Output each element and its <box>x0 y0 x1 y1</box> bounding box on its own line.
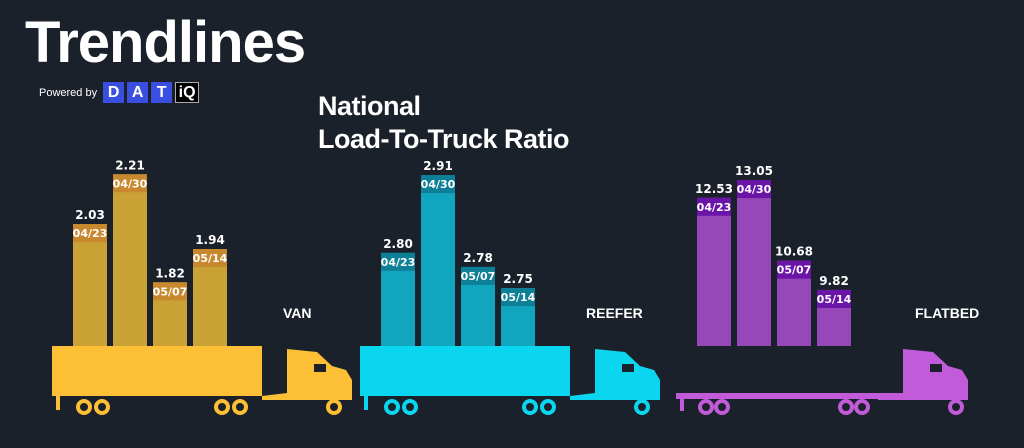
date-label: 04/23 <box>697 201 732 214</box>
bar-date-band <box>737 180 771 199</box>
chart-title-line: National <box>318 91 421 121</box>
wheel-hub <box>98 403 106 411</box>
logo-letter: A <box>127 82 149 103</box>
chart-title: National Load-To-Truck Ratio <box>318 90 570 156</box>
value-label: 1.82 <box>155 266 185 280</box>
cab-window <box>314 364 326 372</box>
value-label: 2.03 <box>75 208 105 222</box>
value-label: 2.91 <box>423 159 453 173</box>
bar-date-band <box>421 175 455 194</box>
bar-date-band <box>153 282 187 301</box>
truck-cab <box>570 349 660 400</box>
value-label: 2.78 <box>463 251 493 265</box>
bar <box>421 175 455 346</box>
date-label: 04/30 <box>737 183 772 196</box>
wheel-hub <box>718 403 726 411</box>
flatbed-deck <box>676 393 881 399</box>
value-label: 12.53 <box>695 182 733 196</box>
series-label: REEFER <box>586 305 643 321</box>
trailer <box>52 346 262 396</box>
date-label: 04/30 <box>421 178 456 191</box>
date-label: 05/14 <box>501 291 536 304</box>
date-label: 04/23 <box>381 256 416 269</box>
chart-title-line: Load-To-Truck Ratio <box>318 124 570 154</box>
trailer-leg <box>56 396 60 410</box>
logo-letter: iQ <box>175 82 200 103</box>
wheel-hub <box>638 403 646 411</box>
series-label: VAN <box>283 305 312 321</box>
bar <box>73 224 107 346</box>
bar-date-band <box>193 249 227 268</box>
truck-cab <box>262 349 352 400</box>
bar <box>737 180 771 346</box>
bar-date-band <box>697 197 731 216</box>
bar-date-band <box>73 224 107 243</box>
wheel-hub <box>842 403 850 411</box>
logo-letter: D <box>103 82 125 103</box>
wheel-hub <box>80 403 88 411</box>
date-label: 05/14 <box>817 293 852 306</box>
bar-date-band <box>381 252 415 271</box>
series-label: FLATBED <box>915 305 979 321</box>
series-group-van: 04/23 2.03 04/30 2.21 05/07 1.82 05/14 1.94 VAN <box>52 158 352 415</box>
truck-icon <box>52 346 352 415</box>
wheel-hub <box>218 403 226 411</box>
date-label: 05/07 <box>461 270 496 283</box>
truck-cab <box>878 349 968 400</box>
value-label: 10.68 <box>775 245 813 259</box>
trailer-leg <box>680 399 684 411</box>
bar-date-band <box>777 260 811 279</box>
cab-window <box>930 364 942 372</box>
wheel-hub <box>406 403 414 411</box>
value-label: 2.80 <box>383 237 413 251</box>
wheel-hub <box>526 403 534 411</box>
bar <box>113 174 147 346</box>
trailer <box>360 346 570 396</box>
value-label: 2.75 <box>503 272 533 286</box>
trailer-leg <box>364 396 368 410</box>
wheel-hub <box>952 403 960 411</box>
bar-date-band <box>501 288 535 307</box>
bar-date-band <box>113 174 147 193</box>
logo-letter: T <box>151 82 173 103</box>
wheel-hub <box>330 403 338 411</box>
bar-date-band <box>461 266 495 285</box>
powered-by-label: Powered by <box>39 86 98 99</box>
truck-icon <box>676 349 968 415</box>
wheel-hub <box>858 403 866 411</box>
value-label: 2.21 <box>115 158 145 172</box>
value-label: 9.82 <box>819 274 849 288</box>
date-label: 04/23 <box>73 227 108 240</box>
value-label: 1.94 <box>195 233 225 247</box>
series-group-reefer: 04/23 2.80 04/30 2.91 05/07 2.78 05/14 2.75 REEF… <box>360 159 660 415</box>
date-label: 05/14 <box>193 252 228 265</box>
series-group-flatbed: 04/23 12.53 04/30 13.05 05/07 10.68 05/14 9.82 F… <box>676 164 979 415</box>
cab-window <box>622 364 634 372</box>
date-label: 04/30 <box>113 177 148 190</box>
date-label: 05/07 <box>153 285 188 298</box>
truck-icon <box>360 346 660 415</box>
brand-title: Trendlines <box>25 10 306 75</box>
wheel-hub <box>236 403 244 411</box>
wheel-hub <box>388 403 396 411</box>
bar-date-band <box>817 289 851 308</box>
wheel-hub <box>544 403 552 411</box>
wheel-hub <box>702 403 710 411</box>
bar <box>697 197 731 346</box>
value-label: 13.05 <box>735 164 773 178</box>
date-label: 05/07 <box>777 264 812 277</box>
